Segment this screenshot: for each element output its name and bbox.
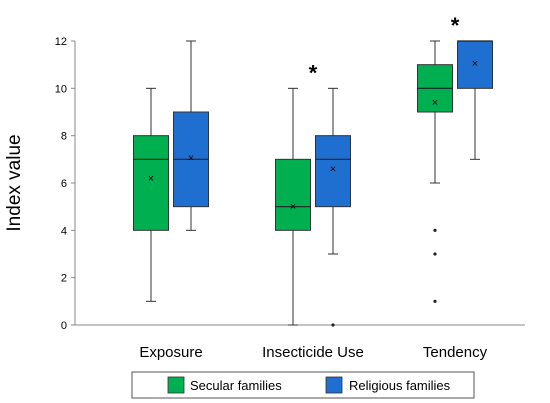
outlier-point [433,299,437,303]
x-tick-label: Exposure [139,344,202,361]
outlier-point [331,323,335,327]
mean-marker: × [290,201,296,213]
significance-asterisk: * [309,60,318,85]
y-tick-label: 6 [61,178,67,190]
legend-swatch-secular [167,376,185,394]
y-tick-label: 2 [61,273,67,285]
significance-markers: ** [309,13,460,85]
legend-label-religious: Religious families [349,378,451,393]
x-tick-labels: Exposure Insecticide Use Tendency [139,344,487,361]
y-tick-label: 0 [61,320,67,332]
y-ticks: 0 2 4 6 8 10 12 [55,36,75,332]
box [315,135,351,208]
legend-label-secular: Secular families [190,378,282,393]
box [275,158,311,231]
legend: Secular families Religious families [131,371,475,399]
mean-marker: × [472,58,478,70]
mean-marker: × [330,163,336,175]
outlier-point [433,252,437,256]
legend-frame [131,371,475,399]
mean-marker: × [188,153,194,165]
y-tick-label: 10 [55,83,67,95]
legend-swatch-religious [325,376,343,394]
box [457,40,493,89]
significance-asterisk: * [451,13,460,38]
box-series: × × × × × × [133,40,493,327]
mean-marker: × [432,97,438,109]
y-tick-label: 4 [61,225,67,237]
y-tick-label: 8 [61,131,67,143]
y-tick-label: 12 [55,36,67,48]
x-tick-label: Insecticide Use [262,344,364,361]
mean-marker: × [148,173,154,185]
box [133,135,169,231]
outlier-point [433,228,437,232]
x-tick-label: Tendency [423,344,488,361]
y-axis-label: Index value [4,134,25,231]
